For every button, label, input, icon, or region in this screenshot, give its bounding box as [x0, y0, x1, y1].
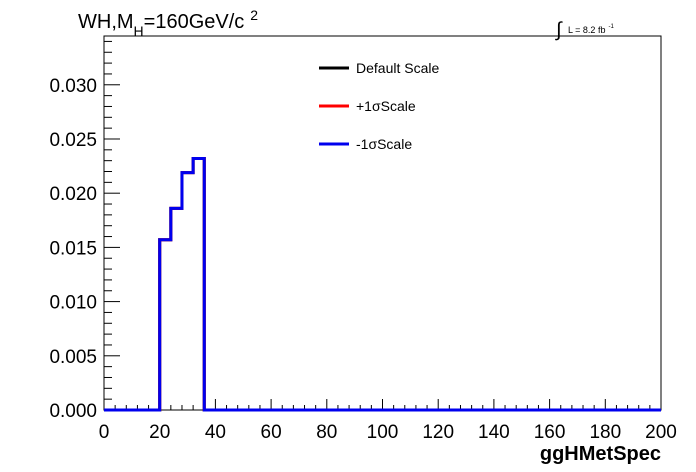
x-tick-label: 20 [149, 422, 170, 443]
y-tick-label: 0.010 [49, 293, 97, 314]
plot-frame [103, 35, 662, 411]
legend-label: +1σScale [356, 98, 416, 114]
series-group [104, 156, 661, 412]
x-tick-label: 60 [261, 422, 282, 443]
y-tick-label: 0.005 [49, 347, 97, 368]
lumi-text: L = 8.2 fb -1 [568, 24, 614, 35]
legend: Default Scale +1σScale -1σScale [319, 60, 439, 152]
series-line-2 [104, 156, 661, 412]
y-tick-label: 0.015 [49, 238, 97, 259]
series-line-1 [104, 156, 661, 412]
x-tick-label: 40 [205, 422, 226, 443]
luminosity-label: ∫ L = 8.2 fb -1 [555, 19, 614, 41]
x-tick-label: 180 [589, 422, 621, 443]
legend-label: -1σScale [356, 136, 412, 152]
x-tick-label: 0 [99, 422, 110, 443]
x-tick-label: 140 [478, 422, 510, 443]
x-axis-label: ggHMetSpec [540, 443, 661, 465]
x-tick-label: 200 [645, 422, 677, 443]
y-tick-label: 0.000 [49, 401, 97, 422]
y-tick-label: 0.025 [49, 130, 97, 151]
series-line-3 [104, 156, 661, 412]
axis-ticks [103, 40, 662, 411]
x-tick-label: 160 [534, 422, 566, 443]
legend-label: Default Scale [356, 60, 439, 76]
y-tick-labels: 0.000 0.005 0.010 0.015 0.020 0.025 0.030 [49, 76, 97, 422]
integral-symbol: ∫ [555, 19, 563, 41]
x-tick-label: 80 [316, 422, 337, 443]
y-tick-label: 0.030 [49, 76, 97, 97]
chart-title: WH,MH=160GeV/c 2 [78, 7, 258, 39]
x-tick-label: 100 [367, 422, 399, 443]
x-tick-labels: 0 20 40 60 80 100 120 140 160 180 200 [99, 422, 677, 443]
y-tick-label: 0.020 [49, 184, 97, 205]
x-tick-label: 120 [422, 422, 454, 443]
